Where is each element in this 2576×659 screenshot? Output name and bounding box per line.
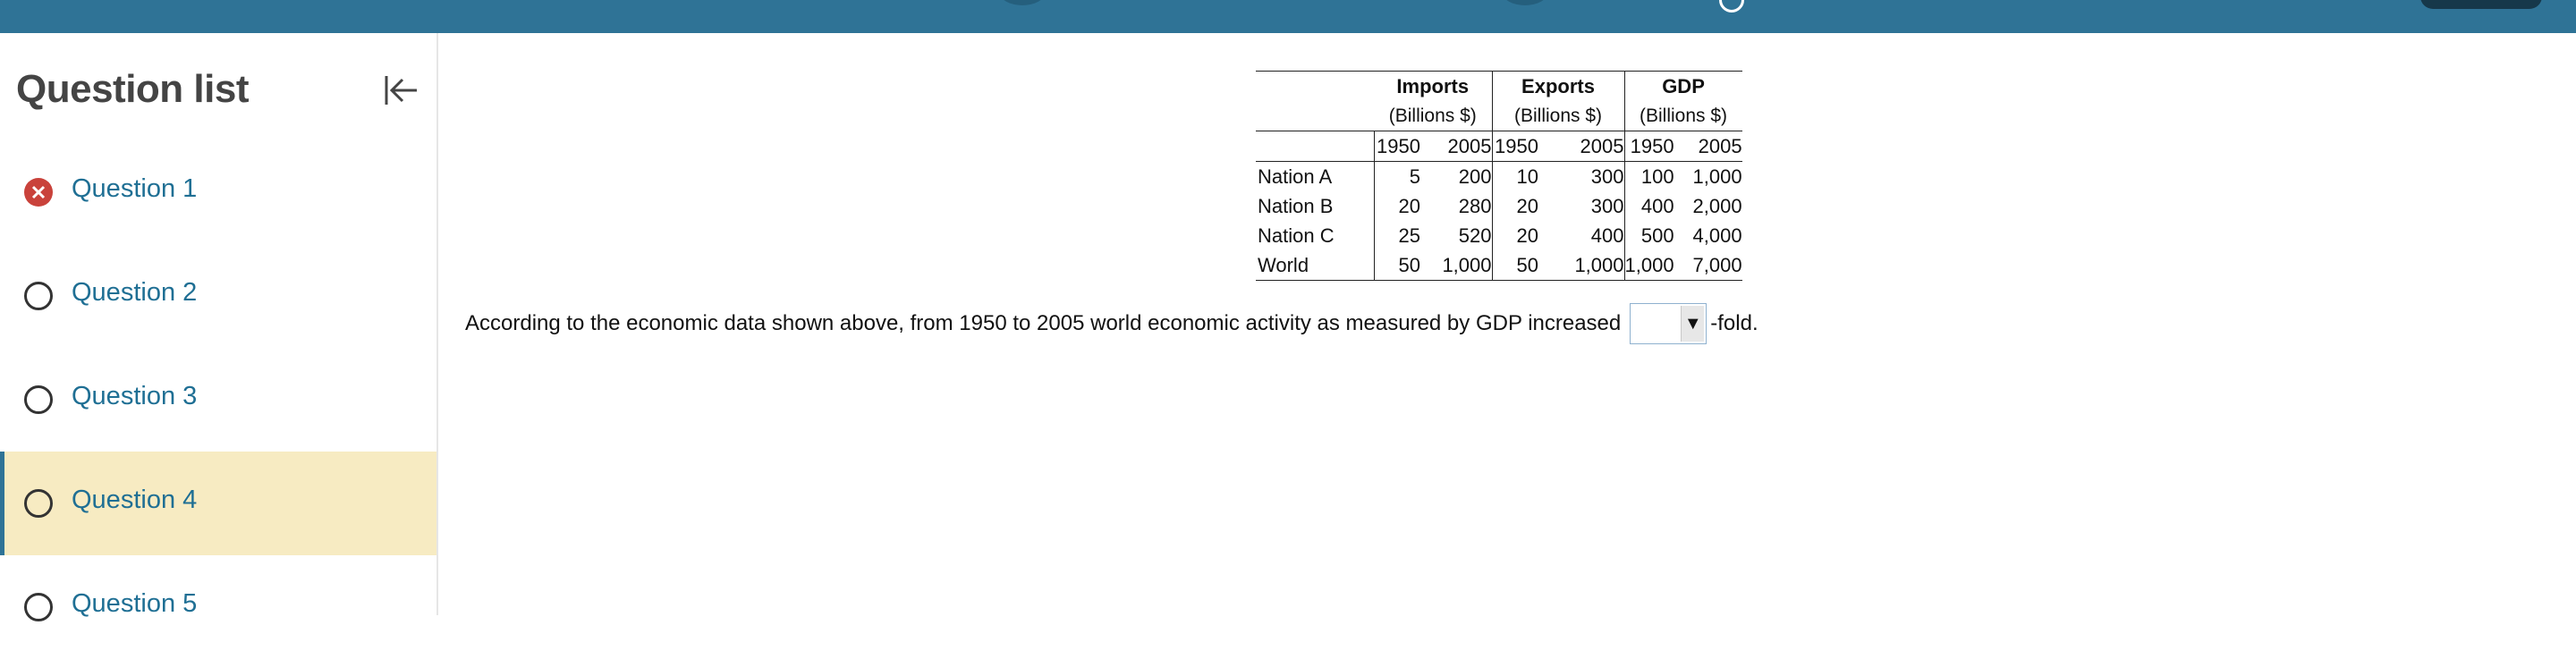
row-name: Nation B bbox=[1258, 195, 1334, 217]
year-label: 1950 bbox=[1623, 131, 1674, 162]
cell: 300 bbox=[1590, 195, 1624, 217]
cell: 280 bbox=[1458, 195, 1492, 217]
question-prefix: According to the economic data shown abo… bbox=[465, 311, 1622, 335]
row-name: Nation A bbox=[1258, 165, 1333, 188]
row-name: World bbox=[1256, 250, 1374, 281]
question-suffix: -fold. bbox=[1710, 311, 1758, 335]
cell: 20 bbox=[1373, 191, 1420, 221]
table-row: World 50 1,000 50 1,000 1,000 7,000 bbox=[1256, 250, 1742, 281]
cell: 1,000 bbox=[1692, 165, 1742, 188]
cell: 50 bbox=[1491, 250, 1538, 281]
cell: 1,000 bbox=[1623, 250, 1674, 281]
unanswered-circle-icon bbox=[24, 593, 53, 621]
fold-dropdown[interactable]: ▼ bbox=[1630, 303, 1707, 344]
sidebar-item-question-3[interactable]: Question 3 bbox=[0, 348, 436, 452]
cell: 1,000 bbox=[1420, 250, 1492, 281]
table-corner bbox=[1256, 71, 1374, 101]
cell: 400 bbox=[1590, 224, 1624, 247]
previous-button[interactable] bbox=[1000, 0, 1045, 5]
sidebar-item-question-4[interactable]: Question 4 bbox=[0, 452, 436, 555]
question-label: Question 5 bbox=[72, 589, 198, 618]
imports-header: Imports bbox=[1374, 71, 1492, 101]
year-label: 1950 bbox=[1373, 131, 1420, 162]
question-label: Question 2 bbox=[72, 278, 198, 307]
cell: 520 bbox=[1458, 224, 1492, 247]
cell: 100 bbox=[1623, 161, 1674, 191]
question-label: Question 1 bbox=[72, 174, 198, 203]
exports-unit: (Billions $) bbox=[1491, 101, 1624, 131]
unanswered-circle-icon bbox=[24, 385, 53, 414]
table-corner-sub bbox=[1256, 101, 1374, 131]
unanswered-circle-icon bbox=[24, 282, 53, 310]
table-row: Nation A 5 200 10 300 100 1,000 bbox=[1256, 161, 1742, 191]
cell: 25 bbox=[1373, 221, 1420, 250]
economic-data-table: Imports Exports GDP (Billions $) (Billio… bbox=[1256, 71, 1742, 281]
cell: 200 bbox=[1458, 165, 1492, 188]
year-label: 1950 bbox=[1491, 131, 1538, 162]
question-list-sidebar: Question list Question 1 Question 2 Ques… bbox=[0, 33, 438, 621]
dropdown-arrow-icon: ▼ bbox=[1681, 306, 1705, 342]
cell: 400 bbox=[1623, 191, 1674, 221]
cell: 20 bbox=[1491, 221, 1538, 250]
cell: 500 bbox=[1623, 221, 1674, 250]
question-label: Question 3 bbox=[72, 382, 198, 410]
row-name: Nation C bbox=[1258, 224, 1335, 247]
question-sentence: According to the economic data shown abo… bbox=[465, 303, 1758, 344]
year-label: 2005 bbox=[1538, 131, 1624, 162]
table-row: Nation C 25 520 20 400 500 4,000 bbox=[1256, 221, 1742, 250]
sidebar-item-question-2[interactable]: Question 2 bbox=[0, 244, 436, 348]
cell: 4,000 bbox=[1692, 224, 1742, 247]
cell: 20 bbox=[1491, 191, 1538, 221]
cell: 50 bbox=[1373, 250, 1420, 281]
unanswered-circle-icon bbox=[24, 489, 53, 518]
question-label: Question 4 bbox=[72, 486, 198, 514]
year-label: 2005 bbox=[1420, 131, 1492, 162]
imports-unit: (Billions $) bbox=[1374, 101, 1492, 131]
gdp-header: GDP bbox=[1623, 71, 1742, 101]
next-button[interactable] bbox=[1503, 0, 1547, 5]
cell: 1,000 bbox=[1538, 250, 1624, 281]
table-row: Nation B 20 280 20 300 400 2,000 bbox=[1256, 191, 1742, 221]
exports-header: Exports bbox=[1491, 71, 1624, 101]
sidebar-item-question-1[interactable]: Question 1 bbox=[0, 140, 436, 244]
gdp-unit: (Billions $) bbox=[1623, 101, 1742, 131]
top-action-button[interactable] bbox=[2420, 0, 2542, 9]
cell: 5 bbox=[1373, 161, 1420, 191]
top-bar bbox=[0, 0, 2576, 33]
cell: 10 bbox=[1491, 161, 1538, 191]
incorrect-icon bbox=[24, 178, 53, 207]
year-label: 2005 bbox=[1674, 131, 1742, 162]
cell: 2,000 bbox=[1692, 195, 1742, 217]
collapse-sidebar-icon[interactable] bbox=[379, 69, 422, 112]
sidebar-item-question-5[interactable]: Question 5 bbox=[0, 555, 436, 659]
cell: 300 bbox=[1590, 165, 1624, 188]
sidebar-title: Question list bbox=[16, 67, 249, 111]
year-row-blank bbox=[1256, 131, 1374, 162]
cell: 7,000 bbox=[1674, 250, 1742, 281]
question-content: Imports Exports GDP (Billions $) (Billio… bbox=[440, 33, 2576, 615]
points-ring-icon bbox=[1719, 0, 1744, 13]
